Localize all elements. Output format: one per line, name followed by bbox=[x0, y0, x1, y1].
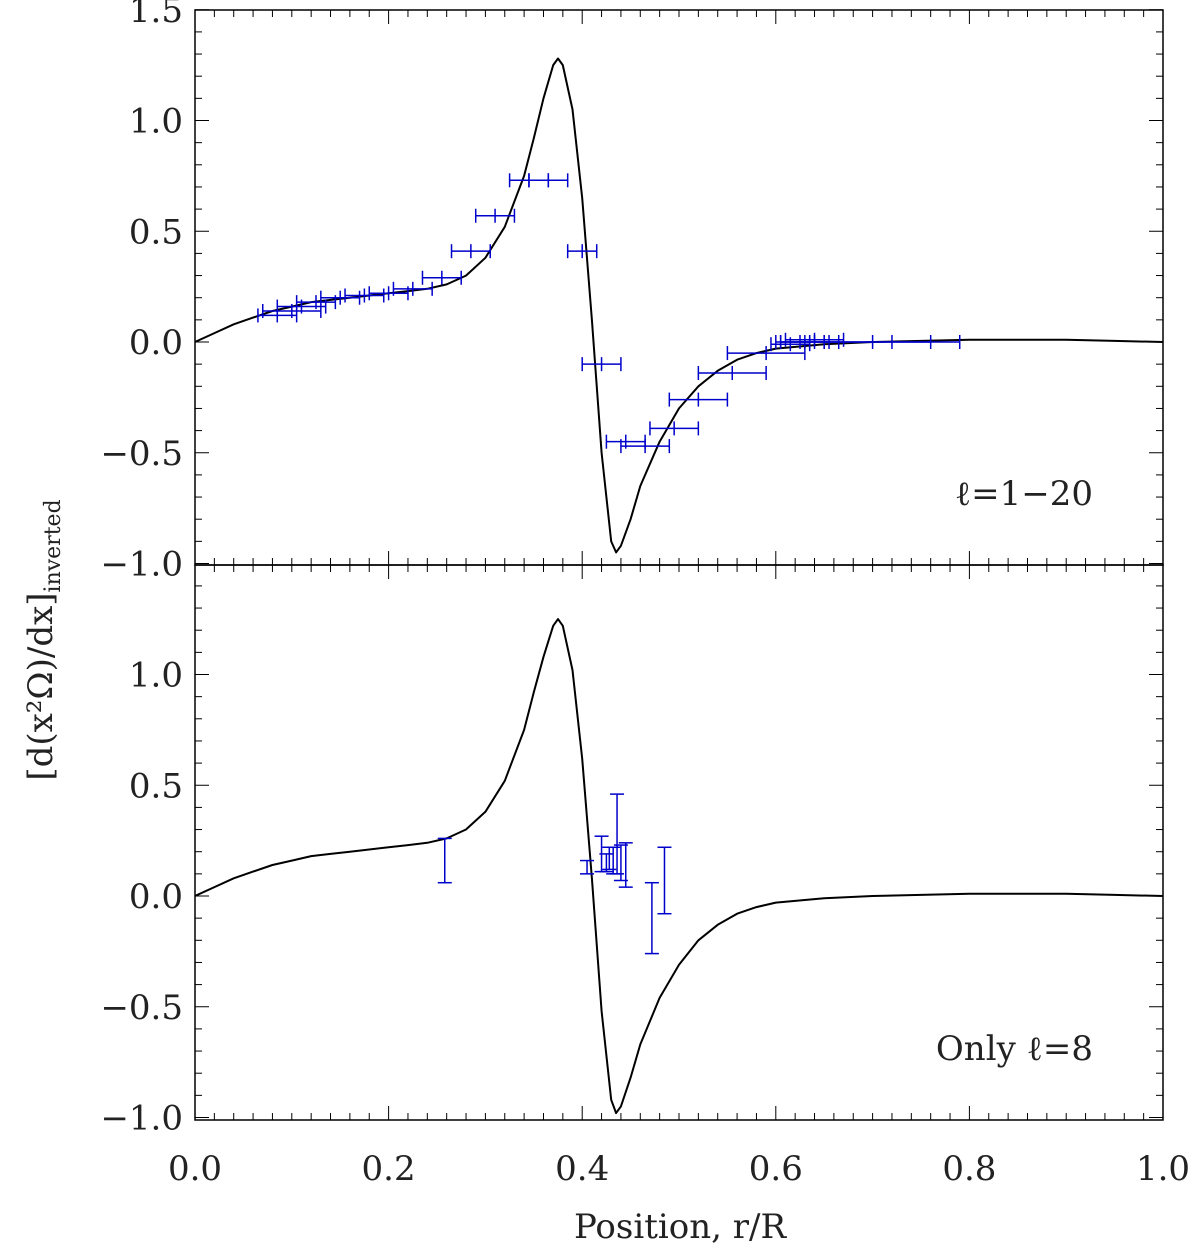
y-axis-title: [d(x²Ω)/dx]inverted bbox=[21, 499, 66, 780]
y-axis-title-sub: inverted bbox=[41, 499, 66, 592]
panels: −1.0 −0.5 0.0 0.5 1.0 1.5 ℓ=1−20 −1.0 −0.5 0.0 0.5… bbox=[100, 0, 1190, 1189]
panel-annotation: ℓ=1−20 bbox=[955, 474, 1093, 514]
data-point bbox=[618, 842, 633, 888]
x-tick-label: 0.4 bbox=[555, 1149, 609, 1189]
data-point bbox=[344, 288, 385, 303]
data-point bbox=[697, 366, 767, 381]
y-tick-label: −1.0 bbox=[100, 545, 183, 585]
data-point bbox=[610, 793, 625, 875]
x-tick-label: 0.6 bbox=[749, 1149, 803, 1189]
y-tick-label: 0.5 bbox=[129, 766, 183, 806]
y-tick-label: 1.5 bbox=[129, 0, 183, 31]
panel-2: −1.0 −0.5 0.0 0.5 1.0 0.0 0.2 0.4 0.6 0.8 1.0 Only … bbox=[100, 564, 1190, 1189]
y-axis-title-main: [d(x²Ω)/dx] bbox=[21, 592, 61, 780]
x-tick-label: 1.0 bbox=[1136, 1149, 1190, 1189]
data-point bbox=[823, 335, 961, 349]
y-tick-label: 0.0 bbox=[129, 323, 183, 363]
x-tick-label: 0.8 bbox=[942, 1149, 996, 1189]
data-point bbox=[602, 846, 617, 871]
data-point bbox=[649, 421, 700, 436]
data-point bbox=[474, 208, 516, 223]
data-point bbox=[450, 244, 491, 259]
y-tick-label: 0.5 bbox=[129, 212, 183, 252]
panel-annotation: Only ℓ=8 bbox=[936, 1029, 1093, 1069]
data-point bbox=[276, 299, 327, 314]
data-point bbox=[566, 244, 598, 259]
y-tick-label: 1.0 bbox=[129, 656, 183, 696]
model-curve bbox=[195, 618, 1163, 1115]
data-point bbox=[657, 846, 672, 915]
x-axis-title: Position, r/R bbox=[574, 1207, 788, 1247]
data-point bbox=[620, 439, 671, 454]
panel-1: −1.0 −0.5 0.0 0.5 1.0 1.5 ℓ=1−20 bbox=[100, 0, 1164, 585]
y-tick-label: −0.5 bbox=[100, 434, 183, 474]
data-point bbox=[437, 837, 452, 884]
x-tick-label: 0.2 bbox=[362, 1149, 416, 1189]
y-tick-label: 1.0 bbox=[129, 102, 183, 142]
data-point bbox=[644, 881, 659, 955]
data-point bbox=[392, 281, 433, 296]
data-point bbox=[581, 357, 622, 372]
data-point bbox=[421, 270, 462, 285]
y-tick-label: 0.0 bbox=[129, 877, 183, 917]
x-tick-label: 0.0 bbox=[168, 1149, 222, 1189]
data-point bbox=[668, 392, 729, 407]
y-tick-label: −0.5 bbox=[100, 988, 183, 1028]
data-point bbox=[726, 346, 806, 361]
y-tick-label: −1.0 bbox=[100, 1099, 183, 1139]
data-point bbox=[580, 859, 595, 875]
data-point bbox=[528, 173, 569, 188]
data-point bbox=[320, 290, 361, 305]
